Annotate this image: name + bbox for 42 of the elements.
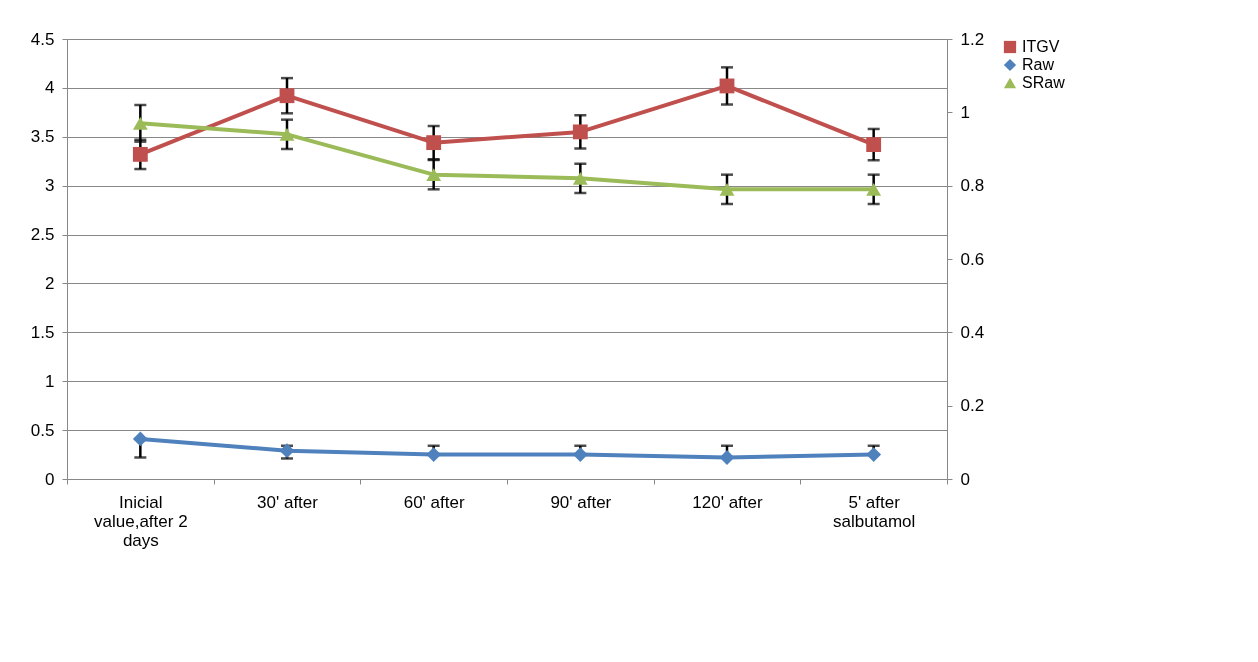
- x-tick-label: 120' after: [692, 492, 764, 512]
- y-tick-label: 3.5: [30, 127, 55, 147]
- point: [132, 116, 148, 130]
- point: [866, 447, 882, 462]
- y2-tick-label: 0: [960, 469, 970, 489]
- y-tick-label: 3: [45, 176, 55, 196]
- point: [426, 135, 442, 151]
- y-tick-label: 0: [45, 469, 55, 489]
- y2-tick-label: 1: [960, 102, 970, 122]
- point: [426, 447, 442, 462]
- x-tick-label: 5' after salbutamol: [833, 492, 916, 531]
- point: [279, 88, 295, 104]
- y-tick-label: 0.5: [30, 420, 55, 440]
- y-tick-label: 4.5: [30, 29, 55, 49]
- point: [719, 182, 735, 196]
- y2-tick-label: 0.8: [960, 176, 985, 196]
- point: [132, 431, 148, 447]
- point: [572, 171, 588, 185]
- y-tick-label: 2: [45, 273, 55, 293]
- x-tick-label: 60' after: [403, 492, 465, 512]
- point: [866, 182, 882, 196]
- y2-tick-label: 0.2: [960, 396, 985, 416]
- point: [132, 146, 148, 162]
- legend-label: SRaw: [1022, 74, 1066, 91]
- y2-tick-label: 0.6: [960, 249, 985, 269]
- point: [866, 137, 882, 153]
- x-tick-label: 30' after: [257, 492, 319, 512]
- y-tick-label: 1: [45, 371, 55, 391]
- y-tick-label: 2.5: [30, 225, 55, 245]
- y2-tick-label: 1.2: [960, 29, 985, 49]
- y-tick-label: 4: [45, 78, 55, 98]
- x-tick-label: Inicial value,after 2 days: [94, 492, 188, 550]
- point: [572, 447, 588, 462]
- point: [279, 127, 295, 141]
- point: [572, 124, 588, 140]
- point: [426, 168, 442, 182]
- legend-label: Raw: [1022, 56, 1055, 73]
- legend-label: ITGV: [1022, 38, 1060, 55]
- y2-tick-label: 0.4: [960, 322, 985, 342]
- x-tick-label: 90' after: [550, 492, 612, 512]
- point: [719, 450, 735, 465]
- y-tick-label: 1.5: [30, 322, 55, 342]
